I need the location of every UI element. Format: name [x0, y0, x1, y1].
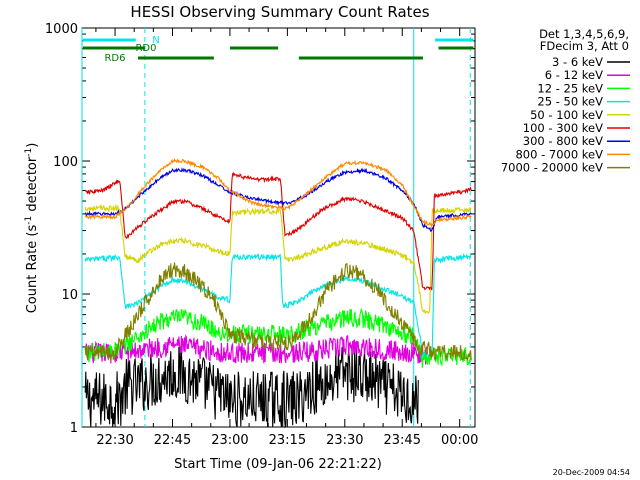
attenuator-markers	[81, 28, 471, 427]
series-line-7000-20000-kev	[84, 262, 472, 363]
y-axis-label-mid: detector	[25, 156, 40, 216]
legend-header-line-2: FDecim 3, Att 0	[540, 39, 629, 53]
legend-label: 50 - 100 keV	[530, 108, 603, 122]
y-axis-label-exp1: -1	[24, 216, 34, 225]
y-tick-label: 10	[61, 288, 78, 303]
legend-label: 300 - 800 keV	[523, 134, 603, 148]
x-tick-label: 23:00	[211, 433, 248, 448]
x-tick-label: 23:30	[326, 433, 363, 448]
series-lines	[84, 157, 472, 429]
legend-label: 7000 - 20000 keV	[501, 161, 603, 175]
y-tick-label: 1	[70, 421, 78, 436]
y-tick-label: 100	[53, 155, 78, 170]
legend: Det 1,3,4,5,6,9, FDecim 3, Att 0 3 - 6 k…	[501, 27, 630, 175]
series-line-6-12-kev	[84, 334, 429, 365]
legend-label: 3 - 6 keV	[552, 55, 603, 69]
y-tick-label: 1000	[45, 22, 78, 37]
generation-timestamp: 20-Dec-2009 04:54	[553, 468, 630, 477]
y-axis-label-main: Count Rate (s	[25, 225, 40, 314]
chart-title: HESSI Observing Summary Count Rates	[130, 3, 429, 21]
flag-label-n: N	[152, 35, 159, 46]
x-tick-label: 22:45	[154, 433, 191, 448]
x-tick-label: 00:00	[441, 433, 478, 448]
x-tick-label: 22:30	[96, 433, 133, 448]
series-line-800-7000-kev	[84, 157, 472, 229]
y-axis-label: Count Rate (s-1 detector-1)	[24, 143, 40, 314]
legend-label: 12 - 25 keV	[537, 81, 603, 95]
x-axis-label: Start Time (09-Jan-06 22:21:22)	[174, 457, 382, 472]
axis-ticks	[82, 27, 475, 428]
legend-label: 800 - 7000 keV	[515, 147, 603, 161]
x-tick-label: 23:45	[384, 433, 421, 448]
axis-tick-labels: 22:30 22:45 23:00 23:15 23:30 23:45 00:00 1 10 10…	[45, 22, 479, 448]
series-line-100-300-kev	[84, 171, 472, 291]
legend-label: 25 - 50 keV	[537, 95, 603, 109]
series-line-50-100-kev	[84, 203, 472, 314]
series-line-25-50-kev	[84, 252, 472, 358]
x-tick-label: 23:15	[269, 433, 306, 448]
y-axis-label-exp2: -1	[24, 148, 34, 157]
y-axis-label-end: )	[25, 143, 40, 148]
legend-header-line-1: Det 1,3,4,5,6,9,	[539, 27, 629, 41]
series-line-3-6-kev	[84, 346, 419, 429]
flag-label-rd6: RD6	[104, 53, 125, 64]
legend-label: 6 - 12 keV	[545, 68, 603, 82]
flag-label-rd0: RD0	[135, 43, 156, 54]
legend-label: 100 - 300 keV	[523, 121, 603, 135]
